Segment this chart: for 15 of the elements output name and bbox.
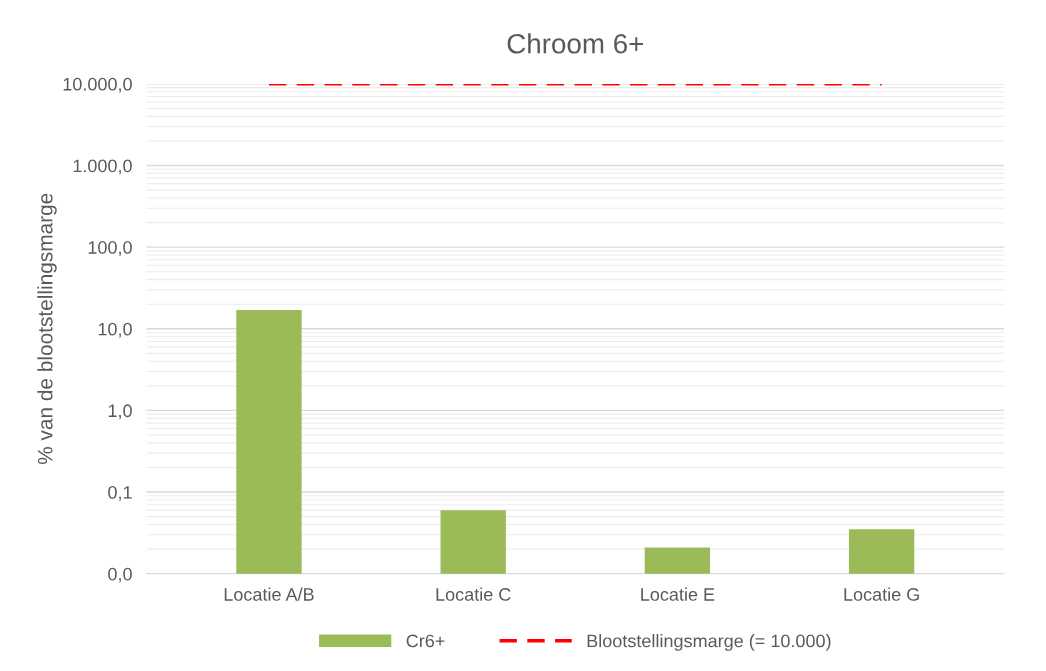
- legend-label: Cr6+: [406, 634, 445, 648]
- y-tick-label: 1,0: [108, 404, 132, 420]
- x-tick-label: Locatie A/B: [224, 587, 314, 601]
- y-tick-label: 0,1: [108, 486, 132, 501]
- x-tick-label: Locatie G: [844, 587, 919, 601]
- y-axis-title: % van de blootstellingsmarge: [37, 193, 57, 465]
- y-tick-label: 10,0: [98, 322, 132, 338]
- legend-label: Blootstellingsmarge (= 10.000): [587, 634, 831, 651]
- x-tick-label: Locatie C: [436, 587, 511, 601]
- y-tick-label: 1.000,0: [73, 159, 132, 175]
- y-tick-label: 10.000,0: [63, 77, 132, 93]
- chart-title: Chroom 6+: [507, 33, 644, 54]
- y-tick-label: 0,0: [108, 567, 132, 583]
- y-tick-label: 100,0: [88, 241, 132, 256]
- x-tick-label: Locatie E: [641, 587, 715, 601]
